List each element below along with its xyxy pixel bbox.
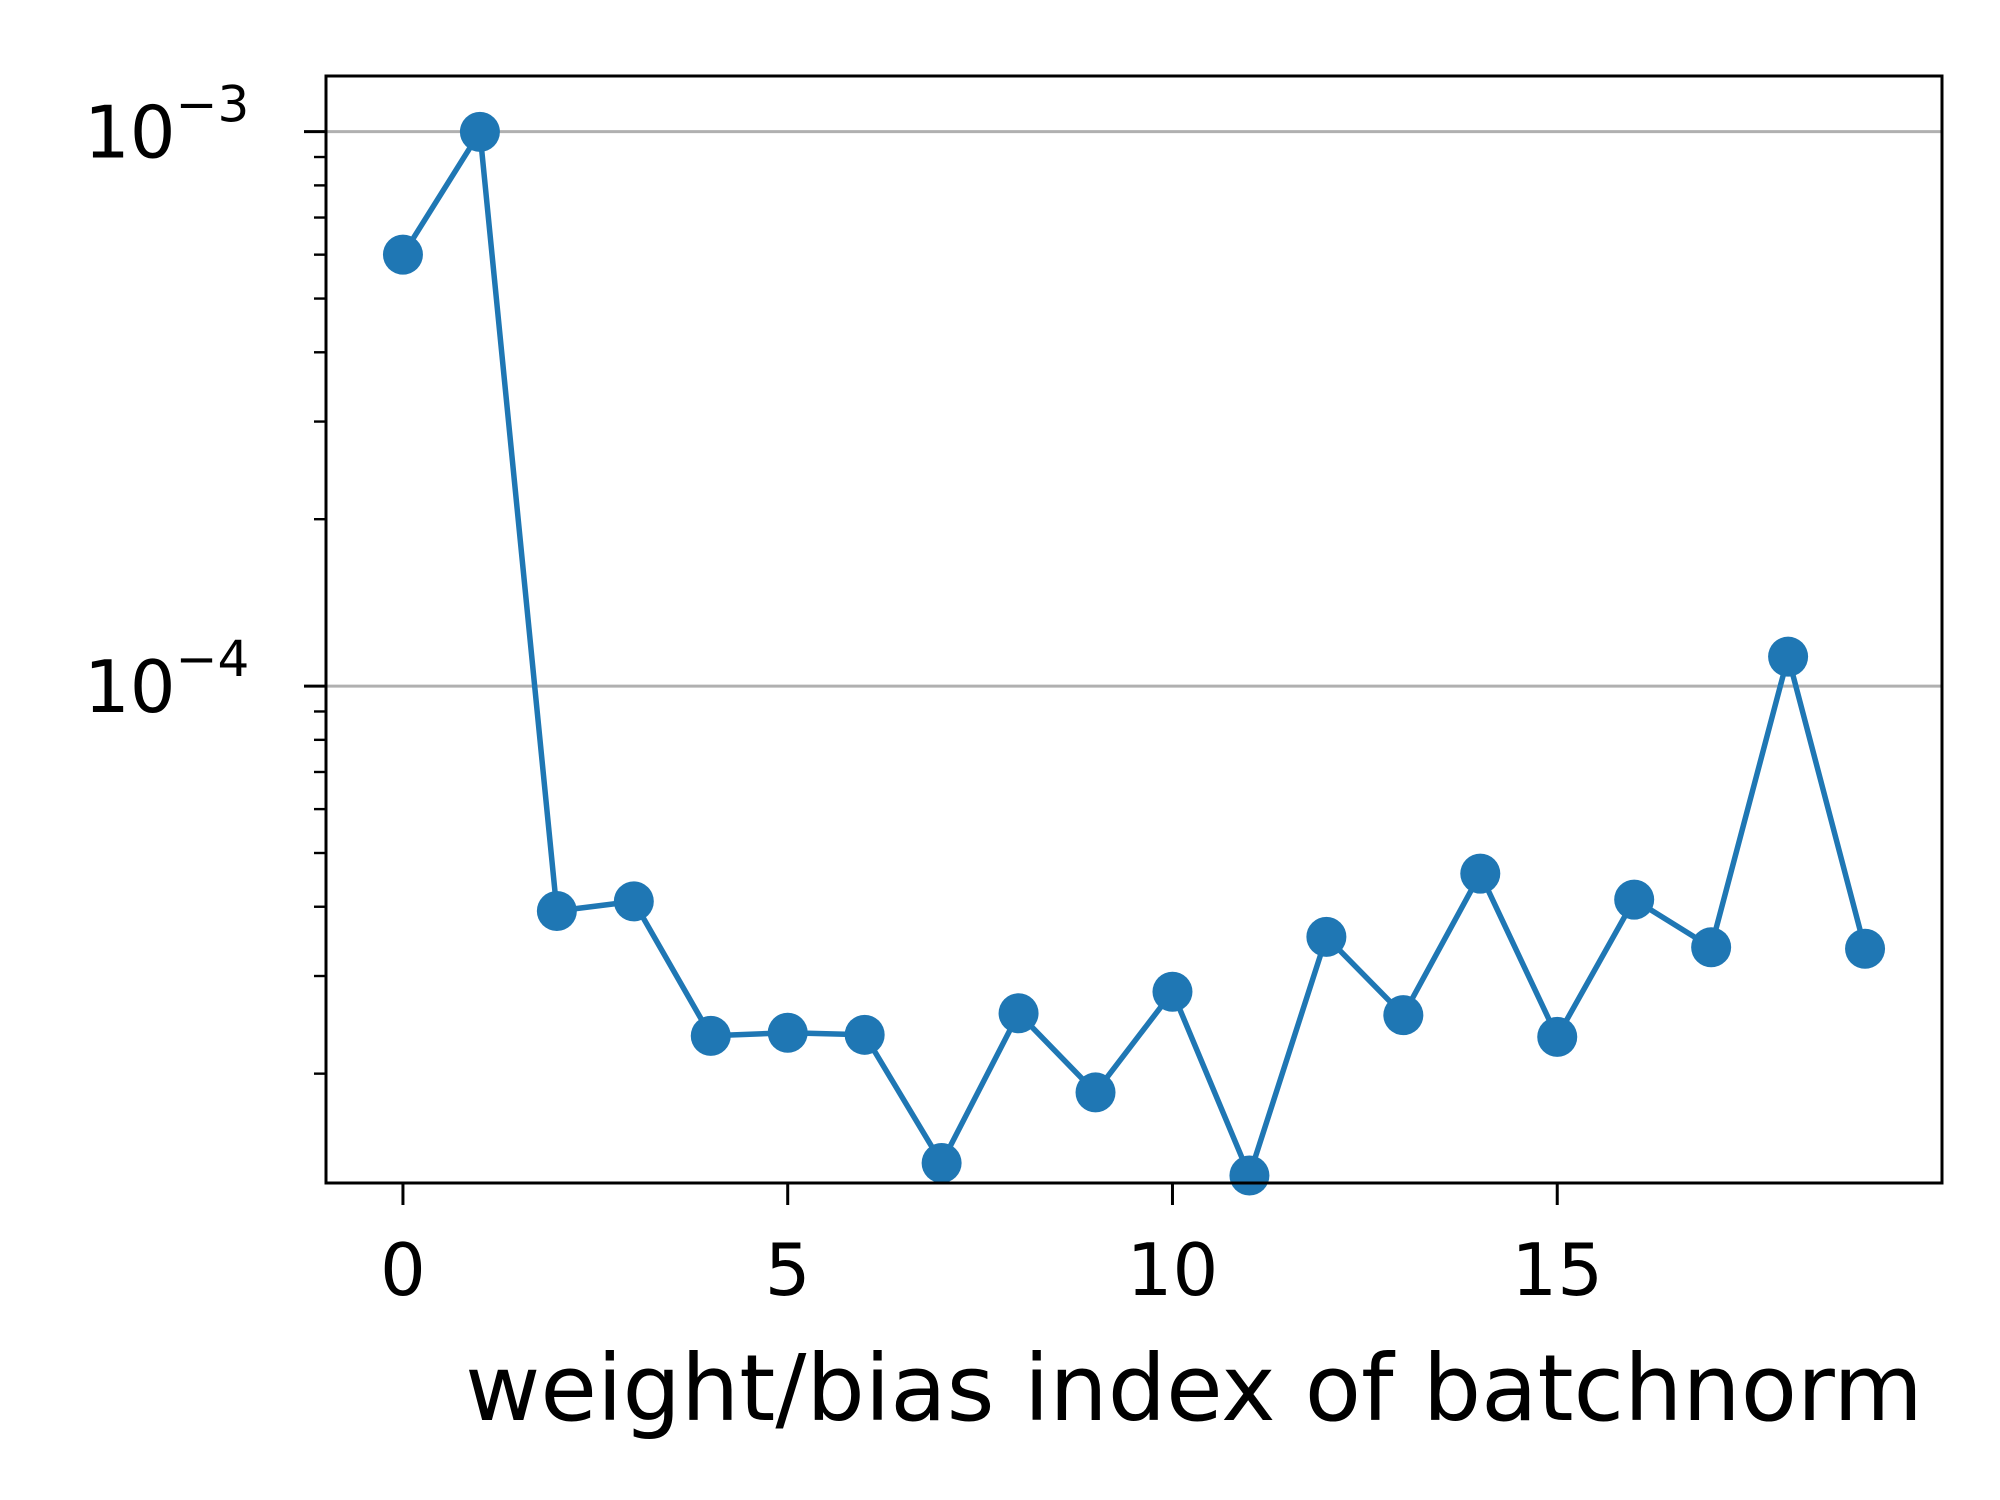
data-point-18 (1768, 636, 1809, 677)
y-axis-ticks: 10−3 10−4 (84, 76, 326, 1075)
data-point-1 (459, 111, 500, 152)
y-tick-label-1: 10−4 (84, 630, 249, 729)
x-axis-label: weight/bias index of batchnorm (465, 1335, 1923, 1442)
data-point-16 (1614, 879, 1655, 920)
series-markers (382, 111, 1886, 1196)
data-point-7 (921, 1142, 962, 1183)
data-point-0 (382, 234, 423, 275)
x-tick-label-0: 0 (380, 1228, 426, 1312)
data-point-14 (1460, 853, 1501, 894)
data-point-3 (613, 881, 654, 922)
y-tick-label-0: 10−3 (84, 76, 249, 175)
data-point-13 (1383, 995, 1424, 1036)
x-tick-label-10: 10 (1127, 1228, 1219, 1312)
data-point-12 (1306, 916, 1347, 957)
data-point-4 (690, 1015, 731, 1056)
data-point-10 (1152, 971, 1193, 1012)
grid-lines (326, 130, 1942, 688)
data-point-2 (536, 890, 577, 931)
x-tick-label-15: 15 (1511, 1228, 1603, 1312)
series-line (400, 129, 1868, 1179)
data-point-6 (844, 1014, 885, 1055)
plot-frame (324, 74, 1944, 1185)
data-point-11 (1229, 1155, 1270, 1196)
x-axis-ticks: 0 5 10 15 (380, 1183, 1603, 1312)
series-polyline (400, 129, 1868, 1179)
data-point-19 (1845, 928, 1886, 969)
data-point-5 (767, 1012, 808, 1053)
data-point-8 (998, 993, 1039, 1034)
data-point-15 (1537, 1016, 1578, 1057)
data-point-17 (1691, 927, 1732, 968)
data-point-9 (1075, 1072, 1116, 1113)
x-tick-label-5: 5 (765, 1228, 811, 1312)
